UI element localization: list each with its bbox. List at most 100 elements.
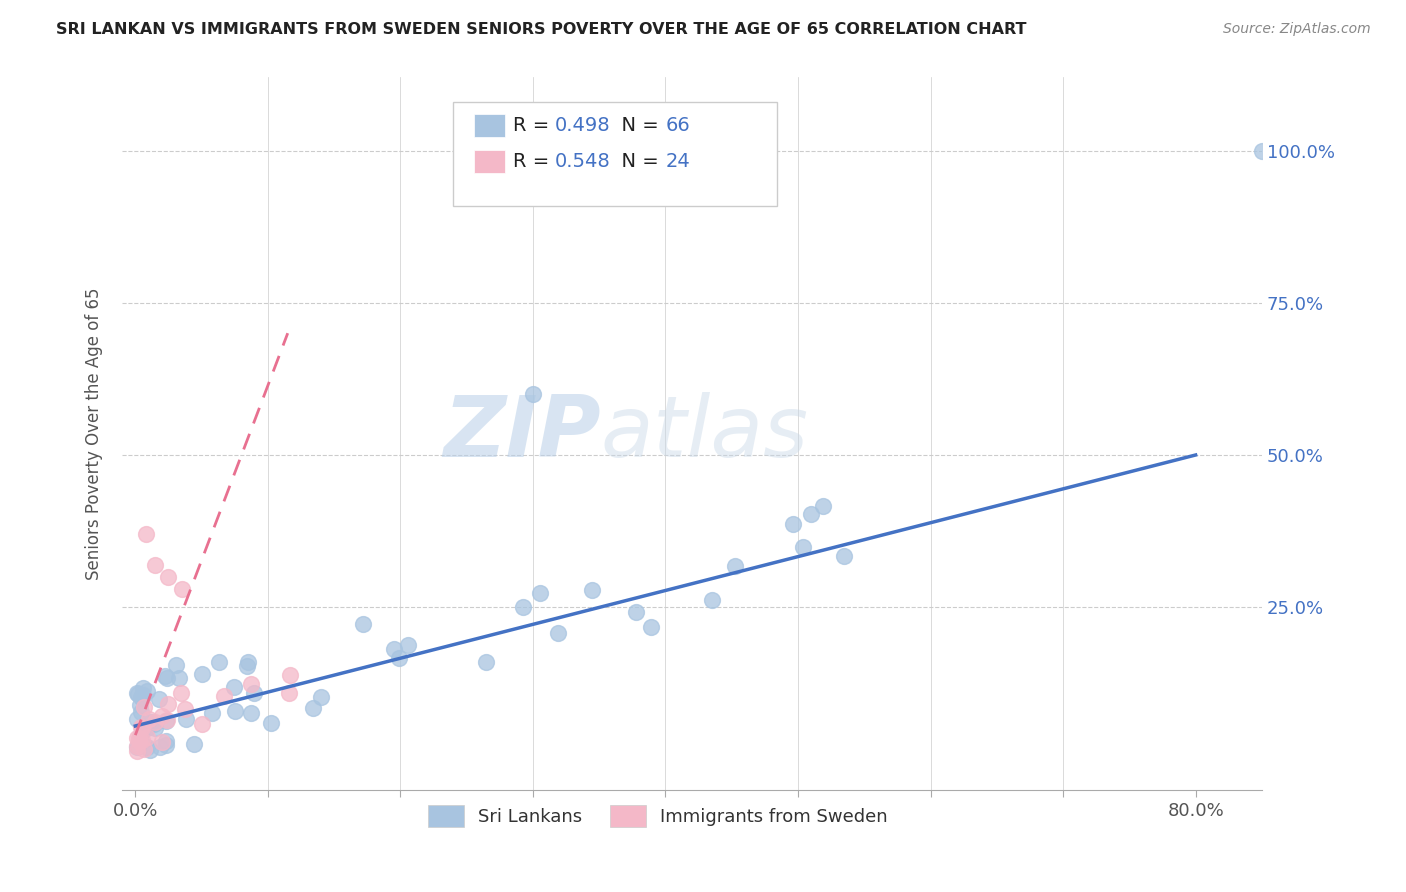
Point [190,716,212,731]
FancyBboxPatch shape [474,150,505,173]
Point [174,702,197,716]
Point [277,686,299,700]
Point [170,686,193,700]
Point [131,721,153,735]
Point [191,667,214,681]
Point [131,689,153,703]
Point [792,541,814,555]
Point [170,582,193,596]
Text: R =: R = [513,152,555,171]
Point [139,743,162,757]
Point [131,721,153,735]
Point [155,739,177,753]
Point [135,722,157,736]
Point [581,582,603,597]
Y-axis label: Seniors Poverty Over the Age of 65: Seniors Poverty Over the Age of 65 [86,287,103,580]
Point [212,689,235,703]
Point [149,739,172,754]
Text: ZIP: ZIP [443,392,600,475]
Point [135,730,157,744]
Point [132,681,155,695]
Point [724,558,747,573]
Legend: Sri Lankans, Immigrants from Sweden: Sri Lankans, Immigrants from Sweden [420,797,896,834]
Point [1251,144,1274,158]
Point [475,655,498,669]
Point [127,687,149,701]
Text: N =: N = [609,152,665,171]
Point [127,731,149,746]
Point [127,739,149,753]
Point [240,706,263,721]
Text: 0.498: 0.498 [555,116,610,136]
Text: Source: ZipAtlas.com: Source: ZipAtlas.com [1223,22,1371,37]
Point [167,671,190,685]
Point [145,721,167,735]
Point [174,712,197,726]
Text: 0.548: 0.548 [555,152,612,171]
Text: SRI LANKAN VS IMMIGRANTS FROM SWEDEN SENIORS POVERTY OVER THE AGE OF 65 CORRELAT: SRI LANKAN VS IMMIGRANTS FROM SWEDEN SEN… [56,22,1026,37]
FancyBboxPatch shape [474,114,505,137]
Point [640,620,662,634]
Point [352,617,374,632]
Point [138,712,160,726]
Text: N =: N = [609,116,665,136]
Point [278,668,301,682]
Point [152,709,174,723]
Point [129,705,152,719]
Point [157,570,180,584]
Point [143,558,166,572]
Point [134,742,156,756]
Point [131,690,153,705]
Point [309,690,332,704]
FancyBboxPatch shape [453,103,778,206]
Text: R =: R = [513,116,555,136]
Point [243,686,266,700]
Point [148,692,170,706]
Point [155,714,177,729]
Point [236,656,259,670]
Point [529,586,551,600]
Point [236,658,259,673]
Point [136,683,159,698]
Point [155,734,177,748]
Point [302,701,325,715]
Point [388,650,411,665]
Point [125,712,148,726]
Point [150,734,173,748]
Point [143,717,166,731]
Point [260,715,283,730]
Point [224,704,246,718]
Point [396,638,419,652]
Point [125,686,148,700]
Point [240,677,263,691]
Text: 66: 66 [666,116,690,136]
Text: 24: 24 [666,152,690,171]
Point [129,727,152,741]
Point [125,743,148,757]
Text: atlas: atlas [600,392,808,475]
Point [222,680,245,694]
Point [547,626,569,640]
Point [132,699,155,714]
Point [143,714,166,729]
Point [702,593,724,607]
Point [522,387,544,401]
Point [165,658,187,673]
Point [832,549,855,563]
Point [139,715,162,730]
Point [129,698,152,712]
Point [131,732,153,747]
Point [156,713,179,727]
Point [131,689,153,703]
Point [200,706,222,721]
Point [813,500,835,514]
Point [131,690,153,704]
Point [208,655,231,669]
Point [127,739,149,754]
Point [153,669,176,683]
Point [128,733,150,747]
Point [782,517,804,532]
Point [800,508,823,522]
Point [156,671,179,685]
Point [624,605,647,619]
